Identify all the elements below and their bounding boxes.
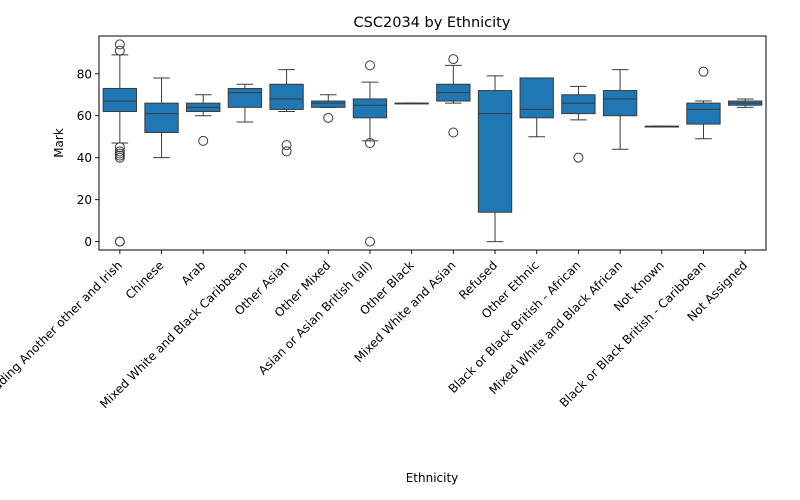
plot-area: 020406080White including Another other a… [0, 39, 763, 435]
box-iqr [352, 98, 388, 119]
box-iqr [311, 100, 346, 108]
box-iqr [269, 83, 304, 110]
box-iqr [477, 90, 513, 213]
box-iqr [519, 77, 554, 119]
outlier-point [114, 142, 125, 153]
outlier-point [114, 236, 125, 247]
x-tick-label: Mixed White and Black Caribbean [97, 258, 250, 411]
outlier-point [114, 152, 125, 163]
outlier-point [281, 146, 292, 157]
outlier-point [364, 236, 375, 247]
x-tick-label: Black or Black British - Caribbean [557, 258, 709, 410]
box-iqr [686, 102, 721, 125]
box-iqr [561, 94, 596, 115]
y-tick-label: 60 [77, 109, 92, 123]
outlier-point [573, 152, 584, 163]
y-tick-label: 80 [77, 67, 92, 81]
outlier-point [281, 140, 292, 151]
outlier-point [198, 135, 209, 146]
outlier-point [364, 60, 375, 71]
y-tick-label: 0 [84, 235, 92, 249]
x-tick-label: Chinese [123, 258, 167, 302]
x-axis-label: Ethnicity [406, 471, 459, 485]
axes-frame [98, 35, 767, 251]
outlier-point [323, 112, 334, 123]
y-axis-label: Mark [52, 128, 66, 158]
y-tick-label: 20 [77, 193, 92, 207]
box-iqr [144, 102, 179, 134]
y-tick-label: 40 [77, 151, 92, 165]
outlier-point [114, 39, 125, 50]
outlier-point [448, 127, 459, 138]
box-iqr [227, 87, 263, 108]
outlier-point [114, 45, 125, 56]
outlier-point [698, 66, 709, 77]
chart-title: CSC2034 by Ethnicity [354, 15, 511, 31]
outlier-point [364, 138, 375, 148]
box-iqr [602, 90, 638, 117]
box-iqr [102, 87, 138, 113]
outlier-point [448, 54, 459, 65]
x-tick-label: Arab [179, 258, 209, 288]
